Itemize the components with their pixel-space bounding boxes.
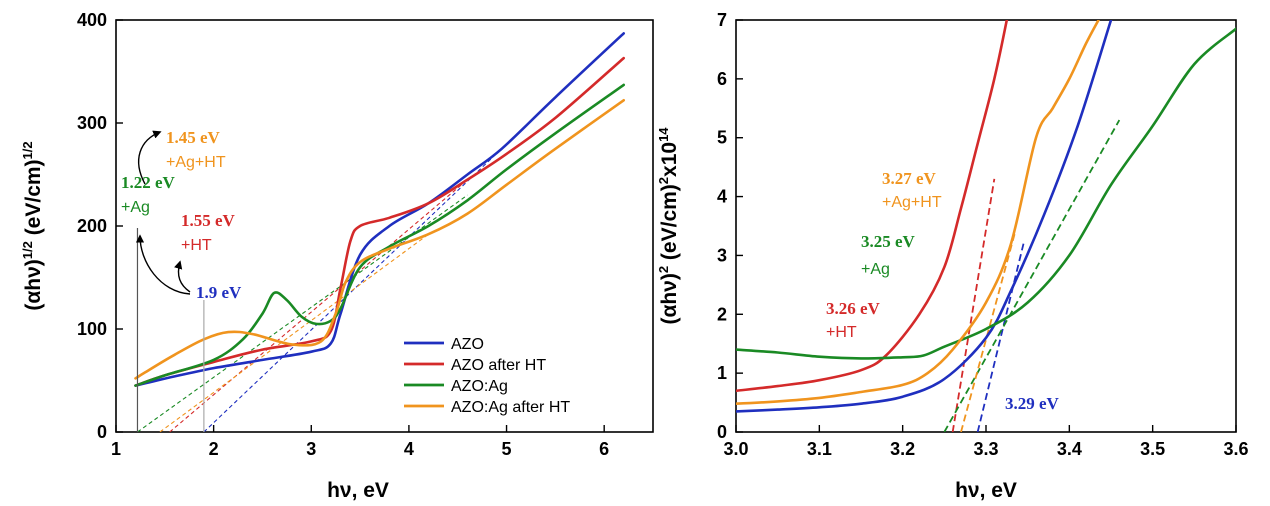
right-annotations: 3.27 eV +Ag+HT 3.25 eV +Ag 3.26 eV +HT 3.29 eV xyxy=(826,169,1060,413)
left-y-tick-label: 0 xyxy=(97,422,107,442)
left-x-tick-label: 6 xyxy=(599,439,609,459)
right-y-tick-label: 0 xyxy=(717,422,727,442)
right-x-tick-label: 3.6 xyxy=(1223,439,1248,459)
right-fit-line-azo-ag xyxy=(943,119,1121,432)
arrow-icon xyxy=(137,130,162,185)
left-annotation-azo-ag-after-ht-value: 1.45 eV xyxy=(166,128,221,147)
left-annotation-azo-ag-after-ht-label: +Ag+HT xyxy=(166,154,226,171)
right-x-axis-label: hν, eV xyxy=(955,479,1017,502)
left-x-tick-label: 5 xyxy=(502,439,512,459)
left-y-tick-label: 300 xyxy=(77,113,107,133)
right-annotation-azo-ag-after-ht-value: 3.27 eV xyxy=(882,169,937,188)
right-annotation-azo-value: 3.29 eV xyxy=(1005,394,1060,413)
legend-label-azo: AZO xyxy=(451,336,484,353)
right-y-tick-label: 5 xyxy=(717,128,727,148)
right-x-tick-label: 3.1 xyxy=(807,439,832,459)
left-fit-line-azo-ag-after-ht xyxy=(159,233,429,432)
left-annotations: 1.45 eV +Ag+HT 1.22 eV +Ag 1.55 eV +HT 1.9 eV xyxy=(121,128,242,302)
legend-label-azo-after-ht: AZO after HT xyxy=(451,357,546,374)
right-x-tick-label: 3.0 xyxy=(723,439,748,459)
right-series-line-azo xyxy=(736,20,1113,413)
left-x-tick-label: 2 xyxy=(209,439,219,459)
right-annotation-azo-after-ht-label: +HT xyxy=(826,324,857,341)
right-y-tick-label: 4 xyxy=(717,187,727,207)
left-ticks: 1 2 3 4 5 6 0 100 200 300 400 xyxy=(77,10,609,459)
right-annotation-azo-after-ht-value: 3.26 eV xyxy=(826,299,881,318)
right-x-tick-label: 3.3 xyxy=(973,439,998,459)
left-fit-line-azo-after-ht xyxy=(169,179,468,432)
left-markers xyxy=(135,130,205,432)
left-y-axis-label: (αhν)1/2 (eV/cm)1/2 xyxy=(20,141,45,310)
right-series-line-azo-ag xyxy=(736,27,1236,360)
right-series-line-azo-ag-after-ht xyxy=(736,20,1100,405)
left-annotation-azo-after-ht-label: +HT xyxy=(181,237,212,254)
right-fit-line-azo-after-ht xyxy=(951,178,996,432)
right-annotation-azo-ag-value: 3.25 eV xyxy=(861,232,916,251)
right-series-line-azo-after-ht xyxy=(736,20,1009,393)
right-y-tick-label: 6 xyxy=(717,69,727,89)
right-y-tick-label: 1 xyxy=(717,363,727,383)
right-curves xyxy=(736,20,1236,413)
right-x-tick-label: 3.4 xyxy=(1057,439,1082,459)
left-annotation-azo-after-ht-value: 1.55 eV xyxy=(181,211,236,230)
right-y-tick-label: 7 xyxy=(717,10,727,30)
left-series-line-azo-ag xyxy=(134,83,625,387)
right-y-tick-label: 3 xyxy=(717,245,727,265)
right-fit-lines xyxy=(943,119,1121,432)
right-annotation-azo-ag-after-ht-label: +Ag+HT xyxy=(882,194,942,211)
right-y-axis-label: (αhν)2 (eV/cm)2x1014 xyxy=(656,127,681,325)
right-x-tick-label: 3.5 xyxy=(1140,439,1165,459)
right-plot-frame xyxy=(735,19,1237,433)
left-x-tick-label: 1 xyxy=(111,439,121,459)
legend: AZO AZO after HT AZO:Ag AZO:Ag after HT xyxy=(404,336,570,416)
left-series-line-azo-ag-after-ht xyxy=(134,99,625,380)
left-x-tick-label: 4 xyxy=(404,439,414,459)
left-x-tick-label: 3 xyxy=(306,439,316,459)
left-y-tick-label: 200 xyxy=(77,216,107,236)
legend-label-azo-ag: AZO:Ag xyxy=(451,378,508,395)
legend-label-azo-ag-after-ht: AZO:Ag after HT xyxy=(451,399,570,416)
right-x-tick-label: 3.2 xyxy=(890,439,915,459)
left-annotation-azo-ag-label: +Ag xyxy=(121,199,150,216)
left-series-line-azo-after-ht xyxy=(134,56,625,387)
left-annotation-azo-ag-value: 1.22 eV xyxy=(121,173,176,192)
arrow-icon xyxy=(135,234,191,295)
right-ticks: 3.0 3.1 3.2 3.3 3.4 3.5 3.6 0 1 2 3 4 5 6 7 xyxy=(717,10,1249,459)
right-fit-line-azo-ag-after-ht xyxy=(960,231,1017,432)
left-annotation-azo-value: 1.9 eV xyxy=(196,283,242,302)
left-x-axis-label: hν, eV xyxy=(327,479,389,502)
left-curves xyxy=(134,32,625,387)
right-chart: 3.0 3.1 3.2 3.3 3.4 3.5 3.6 0 1 2 3 4 5 6 7 3.27 eV +Ag… xyxy=(656,10,1249,502)
right-y-tick-label: 2 xyxy=(717,304,727,324)
left-y-tick-label: 400 xyxy=(77,10,107,30)
left-series-line-azo xyxy=(134,32,625,387)
arrow-icon xyxy=(174,260,191,293)
right-annotation-azo-ag-label: +Ag xyxy=(861,261,890,278)
left-y-tick-label: 100 xyxy=(77,319,107,339)
